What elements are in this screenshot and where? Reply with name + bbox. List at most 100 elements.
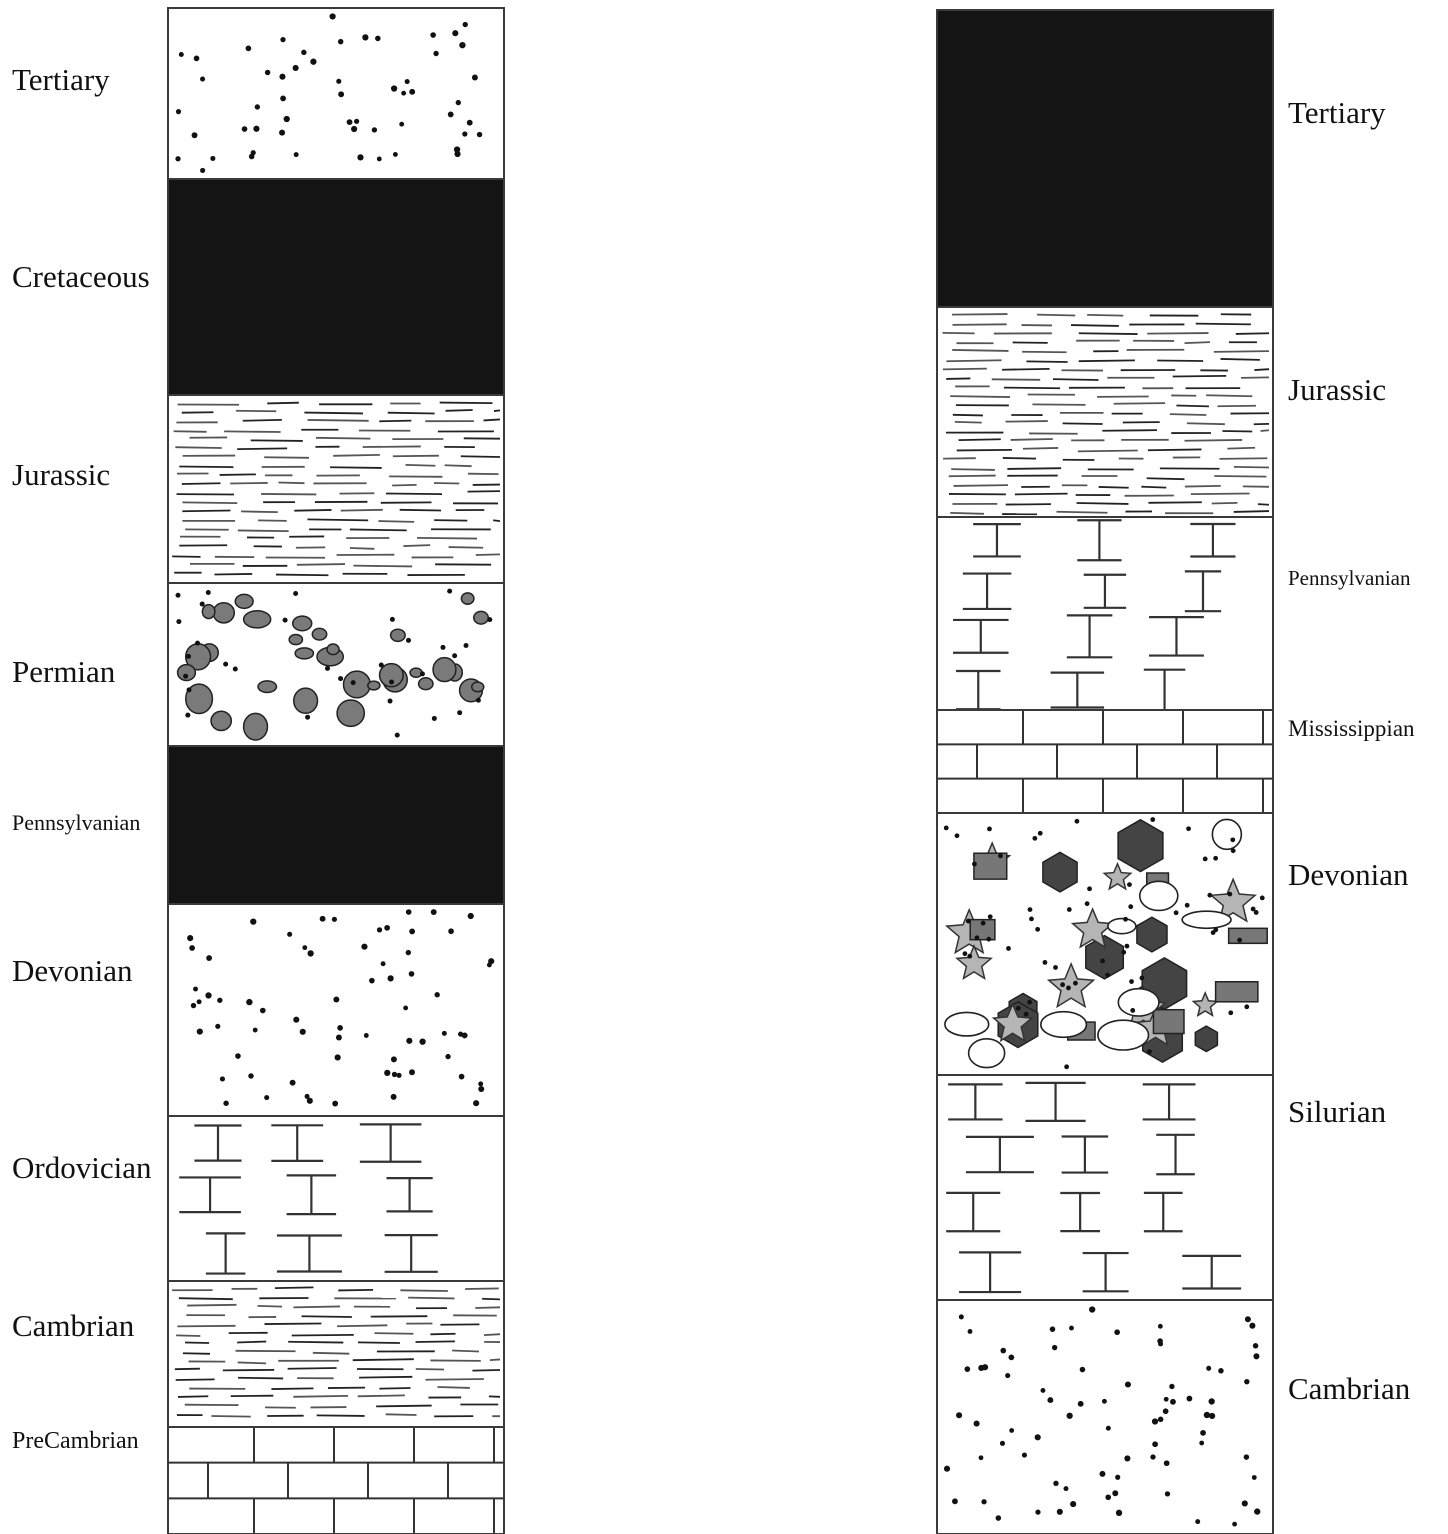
shale-lamination: [316, 436, 371, 440]
matrix-grain-dot: [1066, 907, 1072, 912]
sand-grain-dot: [331, 916, 337, 922]
matrix-grain-dot: [186, 687, 192, 693]
sand-grain-dot: [1005, 1373, 1011, 1379]
pebble-clast: [336, 699, 366, 728]
matrix-grain-dot: [195, 640, 201, 646]
sandstone-pattern: [187, 909, 495, 1107]
shale-pattern: [942, 313, 1270, 516]
pebble-clast: [292, 687, 319, 715]
dolomite-i-symbol: [1066, 614, 1113, 659]
shale-lamination: [1206, 394, 1253, 398]
sand-grain-dot: [223, 1100, 229, 1106]
sandstone-pattern: [943, 1306, 1261, 1527]
shale-lamination: [291, 1333, 354, 1337]
sand-grain-dot: [206, 955, 212, 961]
matrix-grain-dot: [378, 662, 384, 668]
matrix-grain-dot: [1042, 960, 1048, 965]
shale-lamination: [264, 456, 310, 459]
shale-lamination: [482, 1297, 501, 1301]
shale-lamination: [948, 474, 996, 478]
sand-grain-dot: [1035, 1509, 1041, 1515]
sand-grain-dot: [280, 95, 286, 102]
sand-grain-dot: [217, 997, 223, 1003]
sand-grain-dot: [329, 13, 336, 20]
left-unit-cambrian: [167, 1280, 505, 1428]
left-unit-cretaceous: [167, 178, 505, 396]
shale-lamination: [1014, 492, 1068, 496]
star-clast: [1070, 907, 1115, 949]
sand-grain-dot: [1063, 1486, 1069, 1492]
shale-lamination: [1260, 429, 1270, 432]
shale-lamination: [946, 359, 1002, 363]
sand-grain-dot: [406, 1037, 413, 1044]
matrix-grain-dot: [1015, 1005, 1021, 1011]
star-clast: [1102, 861, 1133, 891]
sand-grain-dot: [433, 50, 439, 57]
sand-grain-dot: [1164, 1491, 1171, 1497]
shale-lamination: [352, 1358, 414, 1362]
shale-lamination: [362, 445, 421, 448]
shale-lamination: [250, 439, 303, 442]
sand-grain-dot: [299, 1028, 306, 1035]
dolomite-i-symbol: [271, 1124, 324, 1162]
coal-pattern: [937, 10, 1273, 307]
matrix-grain-dot: [175, 592, 181, 598]
sand-grain-dot: [293, 1016, 300, 1023]
sand-grain-dot: [1021, 1452, 1028, 1458]
unit-boundary: [936, 1299, 1274, 1534]
shale-lamination: [991, 378, 1041, 381]
sand-grain-dot: [289, 1079, 296, 1086]
shale-lamination: [1233, 465, 1270, 469]
matrix-grain-dot: [1207, 892, 1213, 898]
rectangular-clast: [969, 918, 996, 941]
shale-lamination: [1146, 477, 1185, 481]
shale-lamination: [176, 1334, 201, 1337]
right-unit-mississippian: [936, 709, 1274, 814]
sand-grain-dot: [943, 1465, 951, 1472]
sand-grain-dot: [999, 1440, 1006, 1446]
limestone-dolomite-pattern: [179, 1123, 438, 1275]
left-label-cretaceous: Cretaceous: [12, 259, 150, 294]
sand-grain-dot: [995, 1515, 1002, 1521]
shale-lamination: [275, 573, 329, 577]
star-clast: [991, 1002, 1034, 1043]
dolomite-i-symbol: [962, 572, 1012, 611]
sand-grain-dot: [1254, 1508, 1261, 1515]
sand-grain-dot: [336, 78, 342, 84]
pebble-clast: [326, 643, 340, 656]
shale-lamination: [1002, 367, 1050, 371]
sand-grain-dot: [293, 152, 299, 158]
sand-grain-dot: [292, 64, 299, 72]
sand-grain-dot: [1199, 1440, 1205, 1446]
shale-lamination: [392, 483, 417, 487]
shale-lamination: [1190, 492, 1250, 496]
sand-grain-dot: [1114, 1329, 1120, 1336]
shale-lamination: [1141, 485, 1167, 489]
shale-lamination: [434, 519, 468, 522]
matrix-grain-dot: [1087, 886, 1092, 892]
matrix-grain-dot: [1202, 856, 1208, 862]
sand-grain-dot: [956, 1412, 963, 1419]
sand-grain-dot: [978, 1455, 984, 1461]
dolomite-i-symbol: [1182, 1254, 1242, 1290]
sand-grain-dot: [471, 74, 478, 81]
shale-lamination: [1195, 322, 1251, 326]
right-unit-devonian: [936, 812, 1274, 1076]
sand-grain-dot: [1252, 1343, 1259, 1349]
matrix-grain-dot: [1129, 979, 1134, 984]
right-label-jurassic: Jurassic: [1288, 372, 1386, 407]
sand-grain-dot: [1157, 1416, 1164, 1423]
shale-lamination: [467, 490, 501, 493]
pebble-clast: [294, 647, 315, 660]
sand-grain-dot: [376, 156, 382, 162]
matrix-grain-dot: [987, 826, 992, 832]
right-unit-silurian: [936, 1074, 1274, 1301]
shale-lamination: [278, 481, 305, 485]
right-unit-cambrian: [936, 1299, 1274, 1534]
shale-lamination: [379, 1387, 411, 1390]
shale-lamination: [387, 411, 435, 415]
shale-lamination: [349, 528, 407, 532]
shale-lamination: [952, 413, 983, 417]
left-label-jurassic: Jurassic: [12, 457, 110, 492]
sand-grain-dot: [390, 1056, 397, 1063]
